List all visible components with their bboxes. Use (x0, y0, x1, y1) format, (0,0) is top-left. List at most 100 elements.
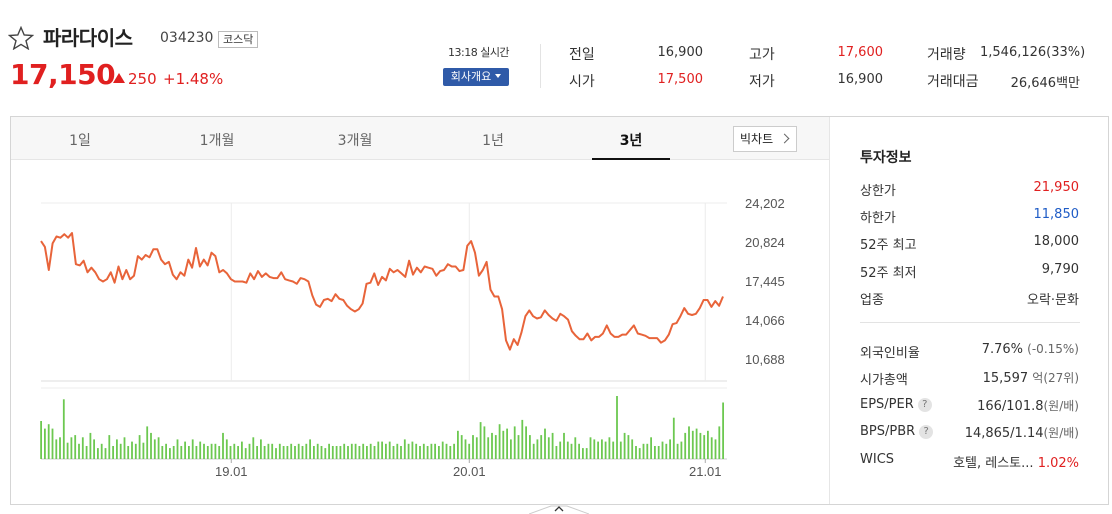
bps-pbr-text: BPS/PBR (860, 424, 916, 439)
volume-bar (203, 443, 205, 459)
volume-bar (654, 446, 656, 459)
volume-bar (612, 441, 615, 459)
volume-bar (309, 439, 311, 459)
volume-bar (593, 439, 596, 459)
volume-bar (222, 432, 224, 459)
volume-bar (256, 446, 258, 459)
bps-pbr-label: BPS/PBR? (860, 424, 934, 439)
volume-bar (290, 443, 293, 459)
realtime-time: 13:18 실시간 (448, 46, 510, 59)
eps-per-label: EPS/PER? (860, 397, 932, 412)
price-line (40, 232, 724, 351)
volume-bar (449, 446, 452, 459)
big-chart-label: 빅차트 (740, 132, 774, 146)
foreign-ratio-change: (-0.15%) (1027, 342, 1079, 356)
volume-bar (578, 443, 580, 459)
help-icon[interactable]: ? (917, 398, 932, 412)
market-cap-value: 15,597 억(27위) (983, 369, 1079, 386)
volume-bar (62, 399, 65, 459)
big-chart-button[interactable]: 빅차트 (733, 126, 797, 152)
volume-bar (506, 428, 508, 459)
prev-close-value: 16,900 (657, 45, 704, 60)
volume-bar (74, 435, 77, 459)
industry-value[interactable]: 오락·문화 (1027, 293, 1079, 308)
volume-bar (252, 437, 255, 459)
company-overview-button[interactable]: 회사개요 (443, 68, 509, 86)
volume-bar (510, 439, 512, 459)
volume-bar (44, 428, 46, 459)
tab-1month[interactable]: 1개월 (199, 133, 235, 149)
volume-bar (483, 426, 486, 459)
volume-bar (691, 430, 694, 459)
favorite-star-icon[interactable] (8, 26, 34, 50)
volume-bar (343, 443, 346, 459)
volume-bar (248, 443, 251, 459)
foreign-ratio-value: 7.76% (-0.15%) (982, 342, 1079, 357)
collapse-chevron-icon[interactable] (529, 504, 589, 514)
volume-bar (703, 435, 706, 459)
volume-bar (392, 446, 395, 459)
wics-value[interactable]: 호텔, 레스토... 1.02% (953, 452, 1079, 471)
volume-bar (676, 443, 679, 459)
caret-down-icon (495, 74, 502, 78)
volume-bar (55, 439, 58, 459)
price-chart[interactable]: 24,202 20,824 17,445 14,066 10,688 19.01 20.01… (11, 161, 829, 504)
trading-amount-value: 26,646백만 (1010, 76, 1080, 91)
tab-1year[interactable]: 1년 (482, 133, 504, 149)
low-label: 저가 (749, 74, 775, 90)
52week-high-value: 18,000 (1033, 234, 1080, 249)
volume-bar (328, 443, 330, 459)
prev-close-label: 전일 (569, 47, 595, 63)
volume-bar (589, 437, 592, 459)
volume-value: 1,546,126(33%) (980, 45, 1086, 60)
tab-1day[interactable]: 1일 (69, 133, 91, 149)
volume-bar (616, 396, 618, 459)
active-tab-indicator (592, 158, 670, 160)
volume-bar (563, 432, 565, 459)
lower-limit-value: 11,850 (1033, 207, 1080, 222)
volume-bar (362, 443, 365, 459)
volume-bar (540, 435, 543, 459)
volume-bar (657, 446, 660, 459)
tab-3year[interactable]: 3년 (619, 133, 643, 149)
volume-bar (320, 446, 323, 459)
volume-bar (688, 426, 690, 459)
volume-bar (642, 443, 645, 459)
volume-bar (225, 439, 228, 459)
volume-bar (267, 443, 270, 459)
current-price: 17,150 (10, 58, 116, 91)
volume-bar (547, 437, 550, 459)
market-badge: 코스닥 (218, 31, 259, 48)
volume-bar (381, 441, 383, 459)
volume-bar (233, 443, 236, 459)
volume-bar (313, 446, 315, 459)
volume-bar (453, 443, 455, 459)
volume-bar (388, 441, 391, 459)
volume-bar (513, 426, 516, 459)
tab-3month[interactable]: 3개월 (337, 133, 373, 149)
open-value: 17,500 (657, 72, 704, 87)
price-change-value: 250 (128, 70, 157, 88)
help-icon[interactable]: ? (919, 425, 934, 439)
volume-bar (354, 443, 357, 459)
y-tick-label: 17,445 (745, 274, 785, 289)
volume-bar (544, 428, 546, 459)
volume-bar (161, 446, 164, 459)
investment-info-title: 투자정보 (860, 150, 912, 166)
upper-limit-value: 21,950 (1033, 180, 1080, 195)
volume-bar (51, 428, 54, 459)
foreign-ratio-label: 외국인비율 (860, 346, 920, 361)
volume-bar (169, 448, 171, 459)
volume-bar (570, 443, 573, 459)
volume-bar (646, 443, 649, 459)
eps-per: 166/101.8 (977, 399, 1044, 414)
volume-bar (146, 426, 149, 459)
volume-bar (566, 441, 569, 459)
company-overview-label: 회사개요 (450, 70, 492, 83)
volume-bar (366, 446, 368, 459)
open-label: 시가 (569, 74, 595, 90)
volume-bar (385, 443, 387, 459)
volume-bar (229, 446, 232, 459)
volume-bar (112, 446, 114, 459)
bps-pbr: 14,865/1.14 (964, 426, 1044, 441)
